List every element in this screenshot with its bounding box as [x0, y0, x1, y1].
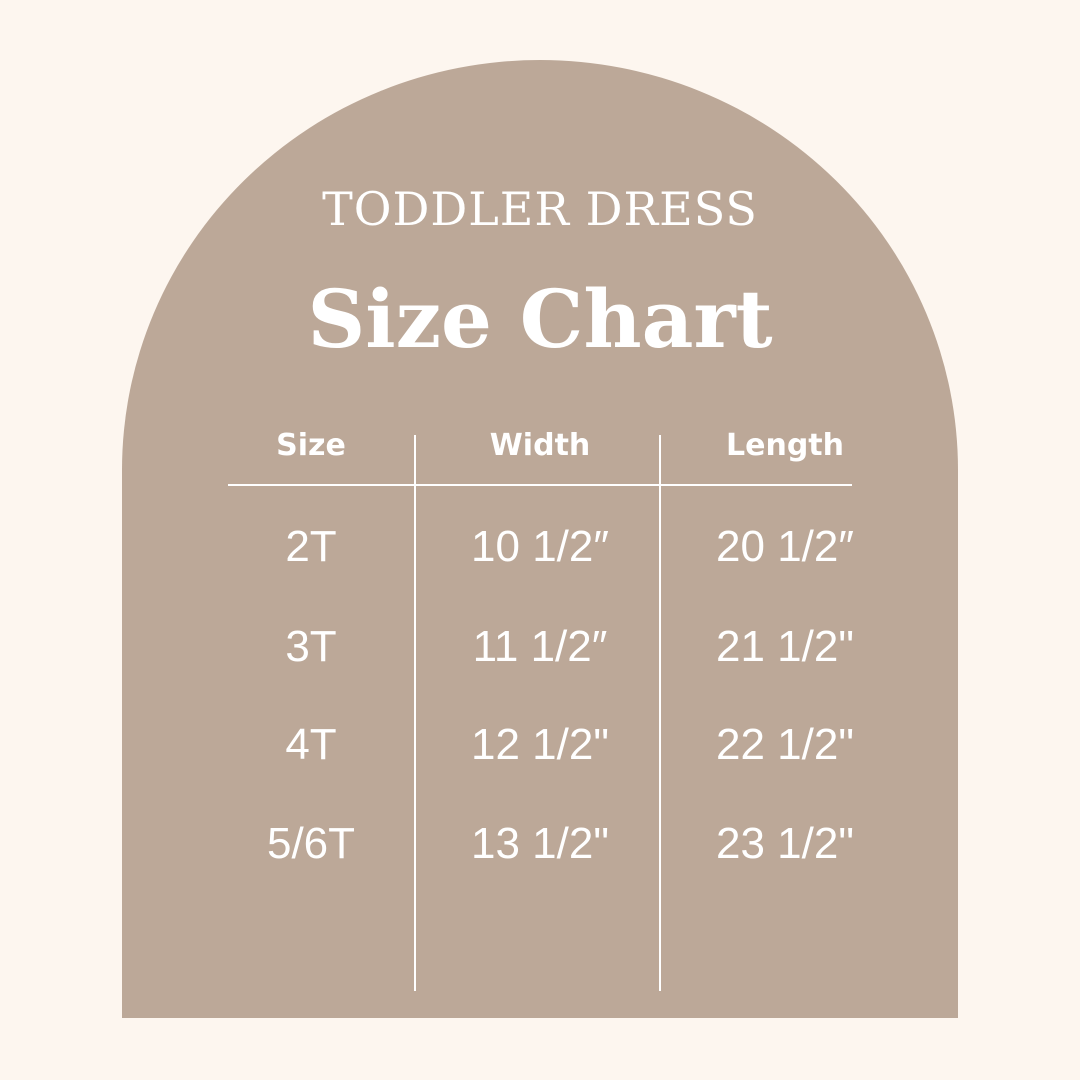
- table-cell: 21 1/2": [716, 622, 854, 671]
- column-header: Width: [489, 428, 591, 463]
- table-cell: 12 1/2": [471, 720, 609, 769]
- column-divider: [659, 435, 661, 991]
- arch-background: [122, 60, 958, 1018]
- column-header: Length: [726, 428, 844, 463]
- product-title: TODDLER DRESS: [322, 182, 758, 236]
- table-cell: 10 1/2″: [471, 522, 609, 571]
- table-cell: 13 1/2": [471, 819, 609, 868]
- table-cell: 3T: [285, 622, 337, 671]
- column-header: Size: [276, 428, 346, 463]
- table-cell: 2T: [285, 522, 337, 571]
- table-cell: 5/6T: [266, 819, 356, 868]
- table-cell: 20 1/2″: [716, 522, 854, 571]
- table-cell: 22 1/2": [716, 720, 854, 769]
- table-cell: 11 1/2″: [472, 622, 608, 671]
- header-divider: [228, 484, 852, 486]
- table-cell: 4T: [285, 720, 337, 769]
- page-title: Size Chart: [307, 272, 773, 366]
- table-cell: 23 1/2": [716, 819, 854, 868]
- column-divider: [414, 435, 416, 991]
